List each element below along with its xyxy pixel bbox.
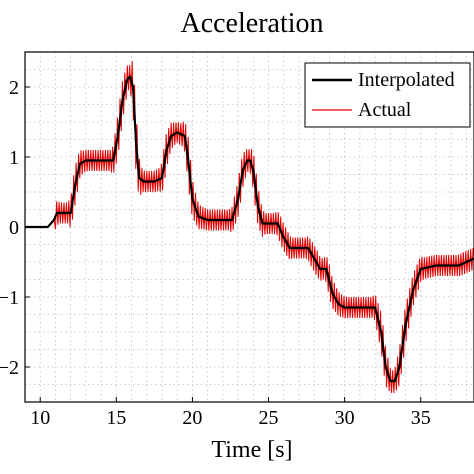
- x-tick-label: 20: [182, 407, 202, 429]
- x-tick-label: 10: [30, 407, 50, 429]
- y-tick-label: 0: [9, 217, 19, 239]
- series-layer: [24, 61, 474, 394]
- y-tick-label: −2: [0, 357, 19, 379]
- legend: Interpolated Actual: [304, 62, 471, 128]
- y-tick-label: 1: [9, 147, 19, 169]
- x-axis-label: Time [s]: [211, 437, 292, 463]
- x-tick-label: 30: [335, 407, 355, 429]
- x-tick-label: 25: [259, 407, 279, 429]
- series-interpolated-line: [24, 75, 474, 383]
- axis-ticks: 10 15 20 25 30 35 −2 −1 0 1 2: [0, 77, 431, 429]
- series-actual-line: [25, 61, 474, 394]
- x-tick-label: 15: [106, 407, 126, 429]
- chart-title: Acceleration: [180, 8, 323, 39]
- legend-label-actual: Actual: [358, 99, 412, 121]
- x-tick-label: 35: [411, 407, 431, 429]
- legend-box: [304, 62, 471, 128]
- y-tick-label: 2: [9, 77, 19, 99]
- y-tick-label: −1: [0, 287, 19, 309]
- legend-label-interpolated: Interpolated: [358, 69, 455, 91]
